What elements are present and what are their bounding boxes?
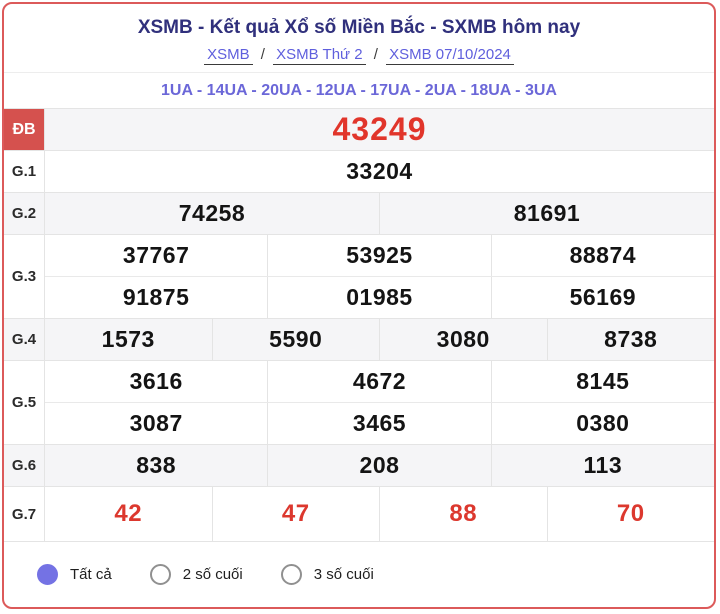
page-title: XSMB - Kết quả Xổ số Miền Bắc - SXMB hôm… xyxy=(137,17,581,38)
display-filter-options: Tất cả 2 số cuối 3 số cuối xyxy=(4,542,714,606)
radio-icon[interactable] xyxy=(280,563,302,585)
prize-row-db: ĐB 43249 xyxy=(4,109,714,151)
prize-value: 42 xyxy=(114,500,143,527)
prize-value: 01985 xyxy=(267,277,490,318)
prize-label-g3: G.3 xyxy=(4,235,45,318)
breadcrumb-separator: / xyxy=(260,46,265,63)
prize-value: 81691 xyxy=(379,193,714,234)
prize-value: 88 xyxy=(379,487,547,541)
radio-icon[interactable] xyxy=(37,563,58,585)
prize-value: 53925 xyxy=(267,235,490,276)
prize-row-g3: G.3 37767 53925 88874 91875 01985 56169 xyxy=(4,235,714,319)
prize-value: 838 xyxy=(136,452,177,478)
prize-value: 56169 xyxy=(490,277,714,318)
radio-option-label: 3 số cuối xyxy=(313,565,374,583)
prize-label-g7: G.7 xyxy=(4,487,45,541)
prize-value: 8145 xyxy=(490,361,714,402)
radio-option-label: 2 số cuối xyxy=(182,565,243,583)
prize-value: 5590 xyxy=(211,319,380,360)
prize-value: 113 xyxy=(490,445,714,486)
prize-value: 3616 xyxy=(129,368,183,394)
breadcrumb-separator: / xyxy=(373,46,378,63)
prize-value: 91875 xyxy=(122,284,190,310)
prize-label-g4: G.4 xyxy=(4,319,45,360)
prize-value: 1573 xyxy=(101,326,155,352)
results-table: ĐB 43249 G.1 33204 G.2 74258 81691 G.3 3… xyxy=(4,108,714,542)
radio-option-all[interactable]: Tất cả xyxy=(37,563,112,585)
prize-value-db: 43249 xyxy=(332,111,427,147)
prize-value: 74258 xyxy=(178,200,246,226)
prize-value: 3080 xyxy=(379,319,547,360)
prize-value: 4672 xyxy=(267,361,490,402)
breadcrumb-link-xsmb[interactable]: XSMB xyxy=(204,46,253,65)
prize-value: 8738 xyxy=(546,319,715,360)
radio-option-2-so-cuoi[interactable]: 2 số cuối xyxy=(149,563,243,585)
prize-row-g6: G.6 838 208 113 xyxy=(4,445,714,487)
prize-row-g2: G.2 74258 81691 xyxy=(4,193,714,235)
prize-value: 47 xyxy=(211,487,380,541)
prize-label-g5: G.5 xyxy=(4,361,45,444)
prize-label-g2: G.2 xyxy=(4,193,45,234)
prize-label-g1: G.1 xyxy=(4,151,45,192)
prize-value: 33204 xyxy=(346,158,413,184)
prize-value: 0380 xyxy=(490,403,714,444)
prize-value: 3465 xyxy=(267,403,490,444)
prize-value: 3087 xyxy=(129,410,183,436)
radio-option-label: Tất cả xyxy=(70,565,112,583)
station-codes: 1UA - 14UA - 20UA - 12UA - 17UA - 2UA - … xyxy=(161,82,557,99)
prize-row-g5: G.5 3616 4672 8145 3087 3465 0380 xyxy=(4,361,714,445)
header-divider xyxy=(4,72,714,73)
prize-label-db: ĐB xyxy=(4,109,45,150)
prize-value: 88874 xyxy=(490,235,714,276)
prize-label-g6: G.6 xyxy=(4,445,45,486)
prize-value: 208 xyxy=(267,445,490,486)
prize-value: 37767 xyxy=(122,242,190,268)
breadcrumb-link-xsmb-thu2[interactable]: XSMB Thứ 2 xyxy=(273,46,366,65)
prize-value: 70 xyxy=(546,487,715,541)
breadcrumb-link-date[interactable]: XSMB 07/10/2024 xyxy=(386,46,514,65)
breadcrumb: XSMB / XSMB Thứ 2 / XSMB 07/10/2024 xyxy=(4,46,714,65)
radio-icon[interactable] xyxy=(149,563,171,585)
prize-row-g1: G.1 33204 xyxy=(4,151,714,193)
prize-row-g7: G.7 42 47 88 70 xyxy=(4,487,714,542)
prize-row-g4: G.4 1573 5590 3080 8738 xyxy=(4,319,714,361)
radio-option-3-so-cuoi[interactable]: 3 số cuối xyxy=(280,563,374,585)
